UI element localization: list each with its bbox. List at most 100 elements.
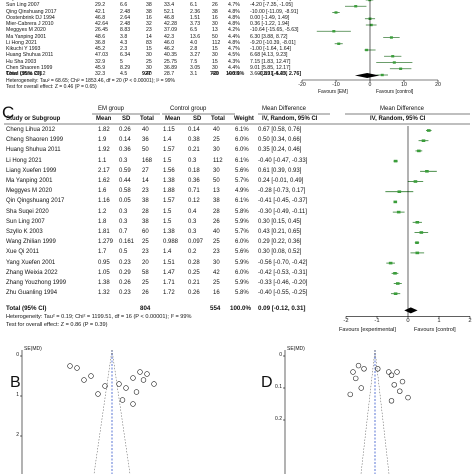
- c-total-control: 112: [213, 157, 223, 164]
- c-total-em: 40: [142, 127, 149, 133]
- c-total-control: 40: [213, 127, 220, 133]
- top-weight: 4.8%: [228, 39, 240, 46]
- c-total-em: 14: [142, 178, 149, 184]
- top-sd-em: 5: [120, 58, 123, 65]
- top-mean-em: 43.1: [95, 0, 105, 2]
- c-study-name: Huang Shuhua 2011: [6, 147, 61, 154]
- c-ci: -0.28 [-0.73, 0.17]: [258, 188, 306, 195]
- c-point-marker: [417, 149, 421, 153]
- c-point-marker: [393, 159, 398, 163]
- top-ci: 3.60 [1.91, 5.29]: [250, 71, 288, 77]
- c-total-em: 36: [142, 137, 149, 144]
- c-sd-control: 0.4: [188, 208, 197, 215]
- c-total-control: 25: [213, 239, 220, 246]
- c-weight: 6.0%: [235, 137, 249, 144]
- c-mean-control: 1.5: [163, 208, 172, 215]
- panel_d-funnel-right: [374, 349, 390, 474]
- top-total-em: 14: [146, 33, 152, 40]
- top-ci: -1.00 [-1.64, 1.64]: [250, 46, 291, 52]
- c-favours-right: Favours [control]: [414, 327, 456, 334]
- c-point-marker: [393, 272, 397, 275]
- top-sd-control: 8.19: [190, 0, 200, 2]
- panel_d-study-point: [361, 366, 367, 372]
- top-mean-em: 26.45: [95, 27, 108, 34]
- panel_b-y-label: SE(MD): [24, 346, 42, 352]
- c-sd-em: 0.23: [119, 290, 131, 297]
- panel_b-y-tick-label: 0: [16, 352, 19, 358]
- c-weight: 5.9%: [235, 259, 249, 266]
- c-study-name: Xue Qi 2011: [6, 249, 39, 256]
- panel_d-funnel-left: [360, 349, 376, 474]
- c-mean-control: 1.38: [163, 229, 175, 235]
- c-col-ci: IV, Random, 95% CI: [262, 116, 318, 122]
- top-mean-control: 25.75: [164, 58, 177, 65]
- top-weight: 4.8%: [228, 71, 240, 77]
- top-mean-em: 42.64: [95, 21, 108, 27]
- top-mean-control: 28.7: [164, 71, 175, 77]
- panel_d-y-tick-label: 0.1: [275, 384, 282, 390]
- funnel-plot-b: B 0 1 2 SE(MD): [0, 340, 237, 474]
- c-mean-em: 1.16: [98, 198, 110, 205]
- c-axis-tick-label: 1: [437, 318, 441, 325]
- panel_d-y-tick-label: 0: [279, 352, 282, 358]
- c-total-control: 23: [213, 249, 220, 256]
- top-point-marker: [391, 55, 395, 58]
- top-sd-control: 13.6: [190, 33, 201, 40]
- top-point-marker: [389, 36, 393, 39]
- c-total-n2: 554: [210, 305, 221, 313]
- c-sd-control: 0.71: [188, 188, 200, 195]
- panel_b-study-point: [123, 385, 129, 391]
- top-point-marker: [337, 42, 341, 45]
- top-ci: -10.64 [-15.65, -5.63]: [250, 27, 299, 34]
- c-mean-control: 1.57: [163, 147, 175, 154]
- c-sd-em: 0.59: [119, 167, 131, 174]
- top-sd-control: 1.51: [190, 14, 201, 21]
- top-weight: 4.8%: [228, 8, 240, 15]
- top-ci: 0.36 [-1.22, 1.94]: [250, 21, 290, 27]
- c-mean-em: 1.82: [98, 127, 110, 133]
- top-total-em: 60: [146, 0, 152, 2]
- c-sd-em: 0.3: [119, 208, 128, 215]
- top-total-em: 40: [146, 71, 152, 77]
- c-sd-control: 0.2: [188, 249, 197, 256]
- c-sd-control: 0.12: [188, 198, 200, 205]
- c-weight: 5.9%: [235, 218, 249, 225]
- c-point-marker: [388, 261, 393, 265]
- top-heterogeneity: Heterogeneity: Tau² = 68.65; Chi² = 1853…: [6, 78, 175, 84]
- top-total-em: 83: [146, 39, 152, 46]
- top-total-em: 38: [146, 8, 152, 15]
- c-ci: 0.30 [0.15, 0.45]: [258, 218, 302, 225]
- c-sd-control: 0.14: [188, 127, 200, 133]
- panel_d-study-point: [386, 369, 392, 375]
- c-point-marker: [419, 231, 424, 234]
- top-sd-em: 8.83: [120, 27, 131, 34]
- panel_d-study-point: [347, 391, 353, 398]
- panel_b-funnel-left: [93, 349, 113, 474]
- top-study-name: Chen Lihua 2012: [6, 71, 46, 77]
- c-total-control: 38: [213, 198, 220, 205]
- panel_d-study-point: [375, 366, 381, 372]
- c-mean-control: 0.988: [163, 239, 179, 246]
- c-mean-em: 1.8: [98, 218, 107, 225]
- panel_d-study-point: [358, 385, 364, 391]
- c-col-sd-control: SD: [193, 116, 202, 122]
- c-total-control: 30: [213, 147, 220, 154]
- c-total-control: 26: [213, 218, 220, 225]
- c-sd-em: 0.44: [119, 178, 131, 184]
- c-ci: -0.40 [-0.47, -0.33]: [258, 157, 308, 164]
- c-total-control: 28: [213, 208, 220, 215]
- top-mean-control: 46.2: [164, 46, 175, 52]
- c-total-em: 28: [142, 208, 149, 215]
- top-total-control: 15: [212, 46, 218, 52]
- top-point-marker: [392, 61, 396, 64]
- c-sd-em: 0.05: [119, 198, 131, 205]
- c-weight: 5.8%: [235, 208, 249, 215]
- top-sd-em: 8.19: [120, 0, 130, 2]
- c-study-name: Wang Zhilian 1999: [6, 239, 56, 246]
- top-weight: 4.3%: [228, 58, 240, 65]
- c-ci: 0.50 [0.34, 0.66]: [258, 137, 302, 144]
- panel_b-study-point: [119, 397, 126, 403]
- top-sd-control: 3.27: [190, 52, 201, 59]
- top-mean-em: 45.9: [95, 64, 106, 71]
- c-total-control: 13: [213, 188, 220, 195]
